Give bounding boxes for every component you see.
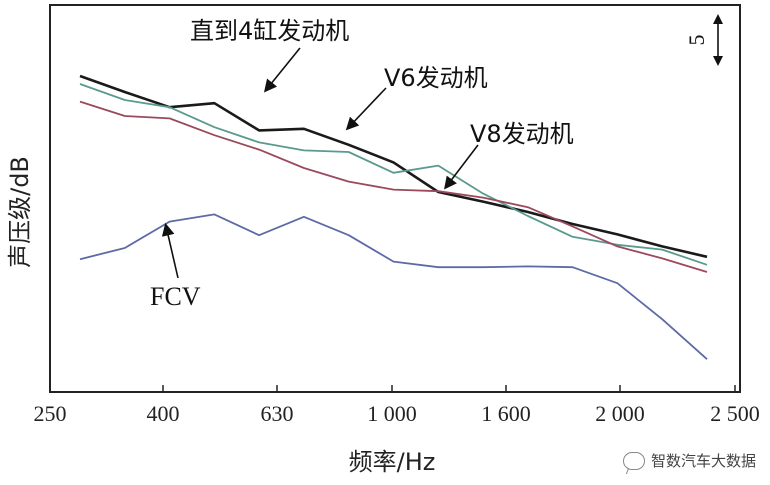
scale-bar-label: 5 bbox=[684, 35, 709, 46]
x-tick-label: 250 bbox=[34, 401, 67, 426]
series-line-4cyl bbox=[79, 74, 708, 259]
x-tick-label: 400 bbox=[147, 401, 180, 426]
x-axis-label: 频率/Hz bbox=[349, 448, 436, 476]
annotation-label: V6发动机 bbox=[384, 64, 488, 92]
series-layer bbox=[79, 74, 708, 360]
annotation-label: V8发动机 bbox=[470, 120, 574, 148]
annotation-arrow bbox=[263, 47, 301, 93]
series-line-fcv bbox=[79, 213, 708, 360]
watermark-text: 智数汽车大数据 bbox=[650, 452, 756, 470]
annotation-arrow bbox=[161, 222, 179, 279]
chat-bubble-icon bbox=[622, 451, 645, 470]
x-tick-label: 1 600 bbox=[481, 401, 531, 426]
axes bbox=[49, 4, 741, 393]
x-tick-label: 2 500 bbox=[710, 401, 760, 426]
scale-bar: 5 bbox=[684, 14, 723, 66]
series-line-v8 bbox=[79, 100, 708, 273]
x-tick-label: 1 000 bbox=[367, 401, 417, 426]
watermark: 智数汽车大数据 bbox=[622, 450, 756, 471]
x-ticks: 250 400 630 1 000 1 600 2 000 2 500 bbox=[34, 385, 760, 426]
series-line-v6 bbox=[79, 83, 708, 266]
annotation-arrow bbox=[444, 144, 479, 190]
annotation-arrow bbox=[345, 87, 387, 131]
annotation-label: FCV bbox=[150, 282, 201, 311]
x-tick-label: 630 bbox=[261, 401, 294, 426]
annotation-layer: 直到4缸发动机 V6发动机 V8发动机 FCV bbox=[150, 17, 574, 311]
scale-arrow-up-icon bbox=[713, 14, 723, 24]
scale-arrow-down-icon bbox=[713, 56, 723, 66]
x-tick-label: 2 000 bbox=[595, 401, 645, 426]
annotation-label: 直到4缸发动机 bbox=[190, 17, 349, 45]
plot-frame bbox=[49, 4, 741, 393]
y-axis-label: 声压级/dB bbox=[6, 156, 34, 268]
